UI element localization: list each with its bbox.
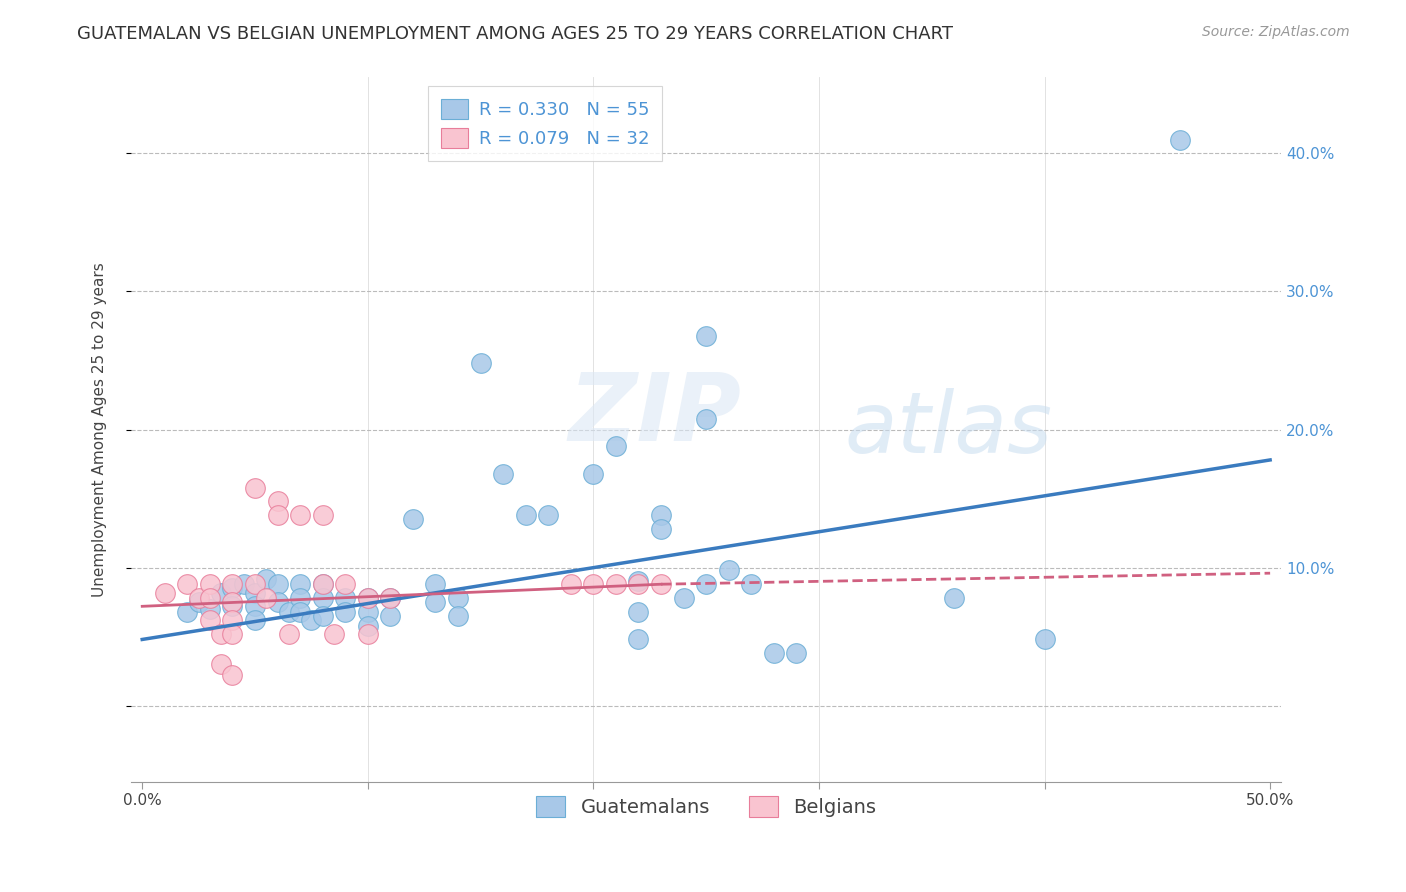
Point bbox=[357, 591, 380, 605]
Point bbox=[277, 605, 299, 619]
Point bbox=[198, 602, 221, 616]
Point bbox=[288, 508, 311, 523]
Point bbox=[425, 577, 447, 591]
Point bbox=[221, 668, 243, 682]
Point bbox=[243, 599, 266, 614]
Point bbox=[470, 356, 492, 370]
Point bbox=[254, 591, 277, 605]
Point bbox=[627, 577, 650, 591]
Point bbox=[221, 613, 243, 627]
Point bbox=[243, 585, 266, 599]
Point bbox=[221, 582, 243, 596]
Point bbox=[1168, 132, 1191, 146]
Point bbox=[266, 577, 288, 591]
Point bbox=[176, 577, 198, 591]
Point bbox=[582, 577, 605, 591]
Point bbox=[176, 605, 198, 619]
Point bbox=[187, 591, 209, 605]
Point bbox=[357, 605, 380, 619]
Point bbox=[402, 512, 425, 526]
Point bbox=[785, 646, 807, 660]
Point bbox=[254, 572, 277, 586]
Point bbox=[312, 591, 335, 605]
Point bbox=[695, 328, 717, 343]
Point bbox=[198, 591, 221, 605]
Point bbox=[515, 508, 537, 523]
Point bbox=[605, 577, 627, 591]
Point bbox=[187, 595, 209, 609]
Point bbox=[221, 627, 243, 641]
Point bbox=[627, 605, 650, 619]
Point bbox=[695, 577, 717, 591]
Point bbox=[288, 591, 311, 605]
Point bbox=[266, 494, 288, 508]
Point bbox=[335, 577, 357, 591]
Point bbox=[380, 609, 402, 624]
Point bbox=[650, 577, 672, 591]
Point bbox=[1033, 632, 1056, 647]
Point bbox=[335, 591, 357, 605]
Point bbox=[943, 591, 966, 605]
Point bbox=[312, 508, 335, 523]
Point bbox=[221, 595, 243, 609]
Point bbox=[357, 618, 380, 632]
Point bbox=[288, 577, 311, 591]
Point bbox=[299, 613, 322, 627]
Point bbox=[232, 577, 254, 591]
Point bbox=[312, 577, 335, 591]
Point bbox=[380, 591, 402, 605]
Point bbox=[266, 595, 288, 609]
Legend: Guatemalans, Belgians: Guatemalans, Belgians bbox=[529, 788, 884, 825]
Point bbox=[380, 591, 402, 605]
Point bbox=[243, 481, 266, 495]
Point bbox=[335, 605, 357, 619]
Point bbox=[695, 411, 717, 425]
Point bbox=[447, 609, 470, 624]
Y-axis label: Unemployment Among Ages 25 to 29 years: Unemployment Among Ages 25 to 29 years bbox=[93, 262, 107, 597]
Point bbox=[447, 591, 470, 605]
Point bbox=[209, 627, 232, 641]
Point bbox=[560, 577, 582, 591]
Point bbox=[288, 605, 311, 619]
Point bbox=[357, 591, 380, 605]
Point bbox=[357, 627, 380, 641]
Point bbox=[198, 613, 221, 627]
Point bbox=[209, 585, 232, 599]
Point bbox=[582, 467, 605, 481]
Point bbox=[650, 508, 672, 523]
Point bbox=[717, 563, 740, 577]
Point bbox=[312, 609, 335, 624]
Point bbox=[266, 508, 288, 523]
Point bbox=[209, 657, 232, 672]
Point bbox=[627, 632, 650, 647]
Point bbox=[153, 585, 176, 599]
Text: Source: ZipAtlas.com: Source: ZipAtlas.com bbox=[1202, 25, 1350, 39]
Point bbox=[627, 574, 650, 589]
Point bbox=[198, 577, 221, 591]
Point bbox=[243, 613, 266, 627]
Point bbox=[740, 577, 762, 591]
Point bbox=[762, 646, 785, 660]
Point bbox=[323, 627, 346, 641]
Point bbox=[492, 467, 515, 481]
Text: GUATEMALAN VS BELGIAN UNEMPLOYMENT AMONG AGES 25 TO 29 YEARS CORRELATION CHART: GUATEMALAN VS BELGIAN UNEMPLOYMENT AMONG… bbox=[77, 25, 953, 43]
Point bbox=[243, 577, 266, 591]
Point bbox=[221, 599, 243, 614]
Point bbox=[605, 439, 627, 453]
Point bbox=[425, 595, 447, 609]
Text: atlas: atlas bbox=[844, 388, 1052, 471]
Point bbox=[672, 591, 695, 605]
Point bbox=[650, 522, 672, 536]
Point bbox=[277, 627, 299, 641]
Point bbox=[537, 508, 560, 523]
Point bbox=[312, 577, 335, 591]
Point bbox=[221, 577, 243, 591]
Text: ZIP: ZIP bbox=[568, 369, 741, 461]
